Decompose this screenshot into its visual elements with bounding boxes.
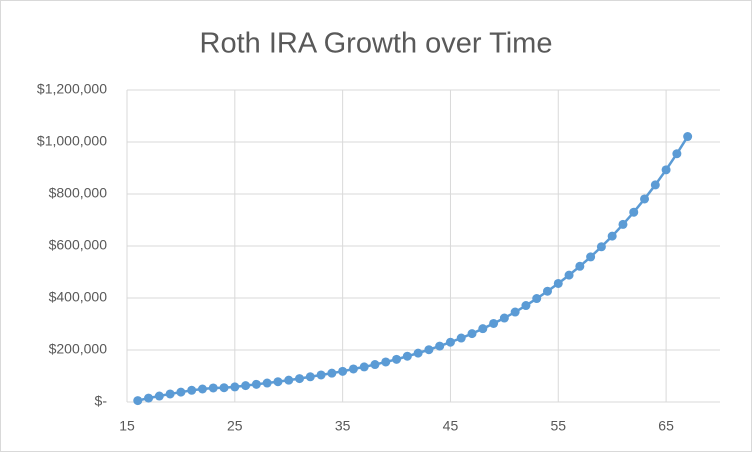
- y-tick-label: $600,000: [49, 237, 108, 253]
- x-tick-label: 35: [335, 418, 351, 434]
- data-point: [316, 370, 326, 380]
- data-point: [392, 354, 402, 364]
- data-point: [553, 278, 563, 288]
- data-point: [241, 381, 251, 391]
- x-tick-label: 65: [658, 418, 674, 434]
- y-tick-label: $-: [95, 393, 108, 409]
- data-point: [295, 374, 305, 384]
- data-point: [165, 389, 175, 399]
- data-point: [381, 357, 391, 367]
- data-point: [327, 368, 337, 378]
- data-point: [499, 313, 509, 323]
- data-point: [564, 270, 574, 280]
- data-point: [187, 385, 197, 395]
- data-point: [435, 341, 445, 351]
- data-point: [251, 379, 261, 389]
- x-tick-label: 15: [119, 418, 135, 434]
- data-point: [683, 132, 693, 142]
- data-point: [575, 261, 585, 271]
- data-point: [262, 378, 272, 388]
- data-point: [144, 393, 154, 403]
- y-tick-label: $400,000: [49, 289, 108, 305]
- chart-title: Roth IRA Growth over Time: [200, 28, 553, 60]
- data-point: [359, 362, 369, 372]
- data-point: [402, 351, 412, 361]
- data-point: [618, 219, 628, 229]
- data-line: [137, 135, 689, 402]
- data-point: [424, 345, 434, 355]
- data-point: [607, 231, 617, 241]
- data-point: [284, 375, 294, 385]
- data-point: [640, 194, 650, 204]
- y-tick-label: $800,000: [49, 185, 108, 201]
- data-point: [456, 333, 466, 343]
- y-tick-label: $200,000: [49, 341, 108, 357]
- x-tick-label: 45: [443, 418, 459, 434]
- data-point: [467, 329, 477, 339]
- data-point: [208, 383, 218, 393]
- data-point: [510, 307, 520, 317]
- data-point: [596, 242, 606, 252]
- data-point: [532, 294, 542, 304]
- data-point: [672, 149, 682, 159]
- data-point: [521, 301, 531, 311]
- data-point: [478, 324, 488, 334]
- data-point: [197, 384, 207, 394]
- data-point: [586, 252, 596, 262]
- data-point: [230, 382, 240, 392]
- x-tick-label: 55: [550, 418, 566, 434]
- x-tick-label: 25: [227, 418, 243, 434]
- data-point: [219, 383, 229, 393]
- data-point: [273, 377, 283, 387]
- data-point: [305, 372, 315, 382]
- data-point: [176, 387, 186, 397]
- data-point: [133, 396, 143, 406]
- data-point: [661, 165, 671, 175]
- data-point: [413, 348, 423, 358]
- data-point: [629, 207, 639, 217]
- data-point: [650, 180, 660, 190]
- data-point: [489, 318, 499, 328]
- y-tick-label: $1,000,000: [37, 133, 107, 149]
- data-point: [348, 364, 358, 374]
- data-point: [154, 391, 164, 401]
- data-point: [370, 360, 380, 370]
- data-point: [338, 366, 348, 376]
- data-point: [542, 286, 552, 296]
- y-tick-label: $1,200,000: [37, 81, 107, 97]
- data-point: [445, 337, 455, 347]
